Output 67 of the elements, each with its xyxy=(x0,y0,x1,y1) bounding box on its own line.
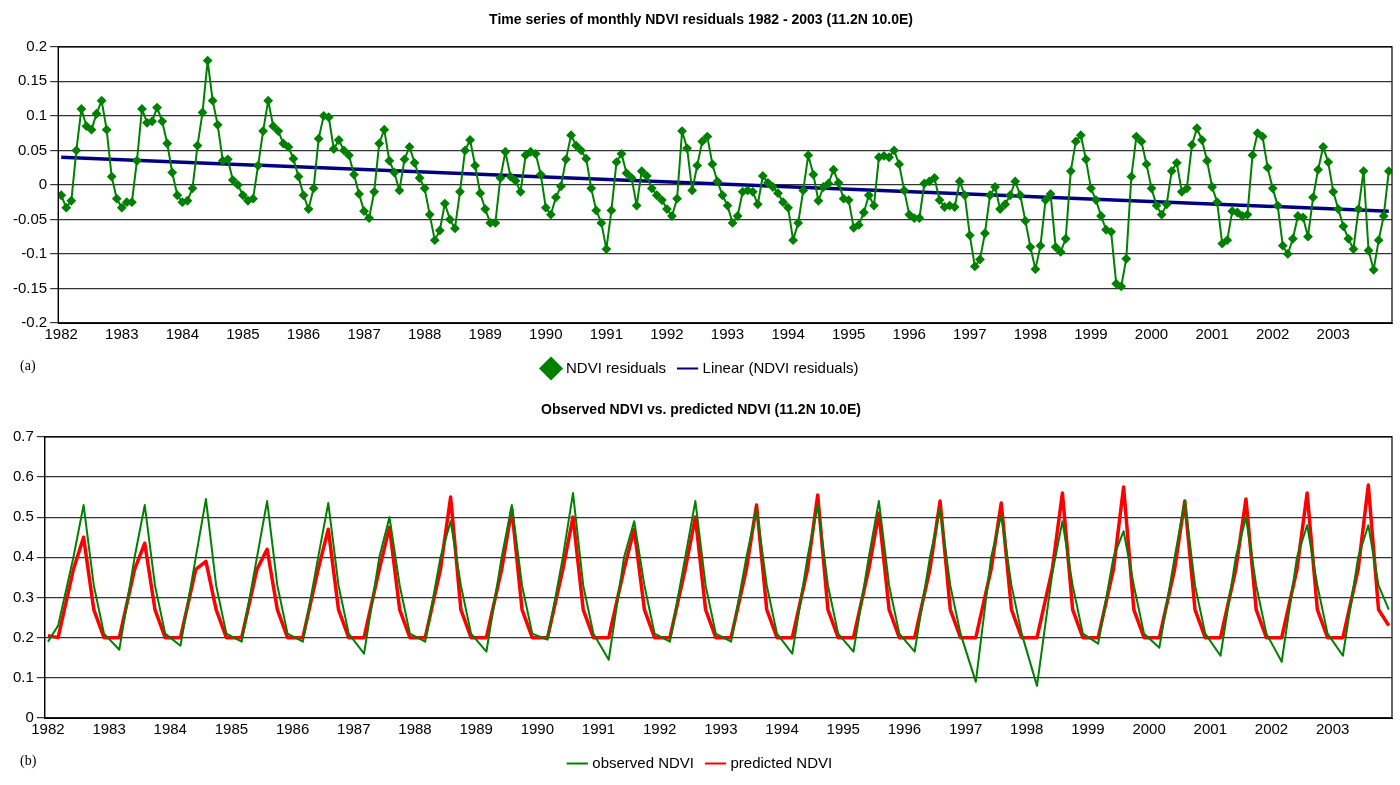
x-tick-label: 1985 xyxy=(214,720,249,738)
y-tick-label: 0.1 xyxy=(26,105,48,123)
x-tick-label: 1991 xyxy=(589,325,624,343)
x-tick-label: 1986 xyxy=(275,720,310,738)
y-tick-label: 0.7 xyxy=(12,426,34,444)
x-tick-label: 1985 xyxy=(226,325,260,343)
y-tick-label: 0 xyxy=(38,175,48,193)
text: (b) xyxy=(20,753,37,770)
x-tick-label: 1983 xyxy=(105,325,139,343)
x-tick-label: 1988 xyxy=(407,325,442,343)
x-tick-label: 1997 xyxy=(953,325,987,343)
x-tick-label: 2001 xyxy=(1193,720,1227,738)
x-tick-label: 2003 xyxy=(1315,720,1350,738)
legend-label: Linear (NDVI residuals) xyxy=(702,358,859,376)
chart-title: Observed NDVI vs. predicted NDVI (11.2N 10.0E) xyxy=(541,401,861,418)
x-tick-label: 1998 xyxy=(1013,325,1048,343)
x-tick-label: 1993 xyxy=(710,325,745,343)
x-tick-label: 2000 xyxy=(1134,325,1169,343)
x-tick-label: 1989 xyxy=(468,325,502,343)
x-tick-label: 2002 xyxy=(1254,720,1289,738)
x-tick-label: 1984 xyxy=(153,720,187,738)
x-tick-label: 1992 xyxy=(650,325,684,343)
y-tick-label: 0.1 xyxy=(12,667,34,685)
text: (a) xyxy=(20,358,36,375)
x-tick-label: 1988 xyxy=(398,720,432,738)
x-tick-label: 2000 xyxy=(1132,720,1166,738)
x-tick-label: 1998 xyxy=(1010,720,1044,738)
y-tick-label: -0.1 xyxy=(21,244,48,262)
y-tick-label: -0.15 xyxy=(12,278,48,296)
x-tick-label: 1996 xyxy=(887,720,922,738)
x-tick-label: 1995 xyxy=(826,720,860,738)
x-tick-label: 1983 xyxy=(92,720,126,738)
y-tick-label: 0.4 xyxy=(12,547,34,565)
chart-title: Time series of monthly NDVI residuals 1982 - 2003 (11.2N 10.0E) xyxy=(489,11,913,28)
y-tick-label: 0.2 xyxy=(12,627,34,645)
x-tick-label: 2003 xyxy=(1316,325,1350,343)
y-tick-label: 0.05 xyxy=(17,140,48,158)
y-tick-label: 0 xyxy=(25,708,34,726)
y-tick-label: 0.3 xyxy=(12,587,34,605)
y-tick-label: 0.6 xyxy=(12,467,34,485)
x-tick-label: 1990 xyxy=(529,325,563,343)
y-tick-label: -0.05 xyxy=(12,209,48,227)
x-tick-label: 1982 xyxy=(44,325,78,343)
x-tick-label: 1986 xyxy=(286,325,321,343)
x-tick-label: 1991 xyxy=(581,720,616,738)
legend-label: predicted NDVI xyxy=(730,753,833,771)
x-tick-label: 1987 xyxy=(347,325,381,343)
x-tick-label: 1990 xyxy=(520,720,555,738)
y-tick-label: 0.15 xyxy=(17,71,48,89)
x-tick-label: 1994 xyxy=(765,720,799,738)
x-tick-label: 2002 xyxy=(1255,325,1290,343)
x-tick-label: 1996 xyxy=(892,325,926,343)
legend-label: NDVI residuals xyxy=(566,358,667,376)
x-tick-label: 1992 xyxy=(643,720,677,738)
x-tick-label: 1993 xyxy=(704,720,738,738)
x-tick-label: 1995 xyxy=(831,325,866,343)
legend-label: observed NDVI xyxy=(592,753,695,771)
x-tick-label: 1989 xyxy=(459,720,493,738)
y-tick-label: 0.5 xyxy=(12,507,34,525)
x-tick-label: 1994 xyxy=(771,325,805,343)
x-tick-label: 1997 xyxy=(948,720,983,738)
x-tick-label: 2001 xyxy=(1195,325,1229,343)
x-tick-label: 1987 xyxy=(337,720,371,738)
x-tick-label: 1984 xyxy=(165,325,200,343)
x-tick-label: 1999 xyxy=(1071,720,1105,738)
x-tick-label: 1999 xyxy=(1074,325,1108,343)
y-tick-label: 0.2 xyxy=(26,36,48,54)
